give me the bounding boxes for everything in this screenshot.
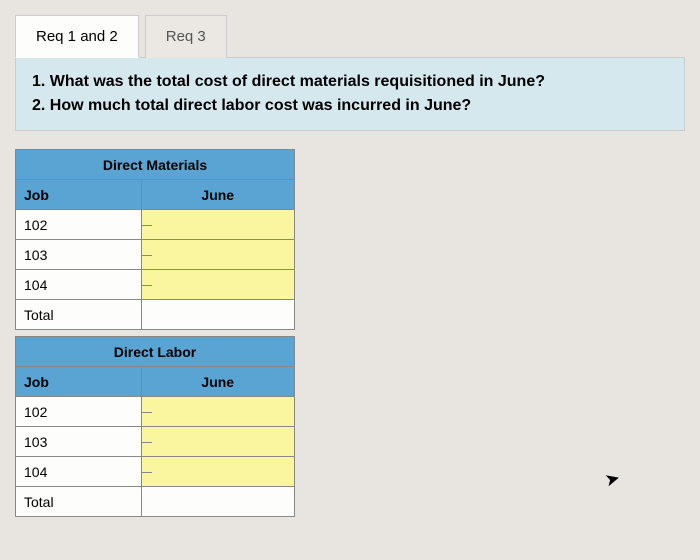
direct-materials-table: Direct Materials Job June 102 103 104 To… xyxy=(15,149,295,330)
tables-container: Direct Materials Job June 102 103 104 To… xyxy=(15,149,295,517)
materials-input-102[interactable] xyxy=(141,210,294,240)
question-box: 1. What was the total cost of direct mat… xyxy=(15,57,685,131)
materials-job-102: 102 xyxy=(16,210,142,240)
labor-title: Direct Labor xyxy=(16,337,295,367)
tab-req-3[interactable]: Req 3 xyxy=(145,15,227,58)
materials-total-value xyxy=(141,300,294,330)
materials-total-label: Total xyxy=(16,300,142,330)
materials-job-header: Job xyxy=(16,180,142,210)
materials-job-104: 104 xyxy=(16,270,142,300)
labor-job-102: 102 xyxy=(16,397,142,427)
labor-job-103: 103 xyxy=(16,427,142,457)
materials-month-header: June xyxy=(141,180,294,210)
tab-bar: Req 1 and 2 Req 3 xyxy=(15,15,685,58)
table-row: 103 xyxy=(16,240,295,270)
table-row: 104 xyxy=(16,457,295,487)
labor-job-104: 104 xyxy=(16,457,142,487)
materials-input-103[interactable] xyxy=(141,240,294,270)
labor-job-header: Job xyxy=(16,367,142,397)
labor-total-label: Total xyxy=(16,487,142,517)
question-2: 2. How much total direct labor cost was … xyxy=(32,94,668,118)
table-row: 102 xyxy=(16,210,295,240)
table-row: 103 xyxy=(16,427,295,457)
tab-req-1-2[interactable]: Req 1 and 2 xyxy=(15,15,139,58)
labor-input-103[interactable] xyxy=(141,427,294,457)
table-row: Total xyxy=(16,487,295,517)
labor-month-header: June xyxy=(141,367,294,397)
materials-input-104[interactable] xyxy=(141,270,294,300)
materials-title: Direct Materials xyxy=(16,150,295,180)
materials-job-103: 103 xyxy=(16,240,142,270)
table-row: 104 xyxy=(16,270,295,300)
labor-input-102[interactable] xyxy=(141,397,294,427)
direct-labor-table: Direct Labor Job June 102 103 104 Total xyxy=(15,336,295,517)
table-row: Total xyxy=(16,300,295,330)
question-1: 1. What was the total cost of direct mat… xyxy=(32,70,668,94)
cursor-icon: ➤ xyxy=(602,467,622,491)
labor-total-value xyxy=(141,487,294,517)
labor-input-104[interactable] xyxy=(141,457,294,487)
table-row: 102 xyxy=(16,397,295,427)
